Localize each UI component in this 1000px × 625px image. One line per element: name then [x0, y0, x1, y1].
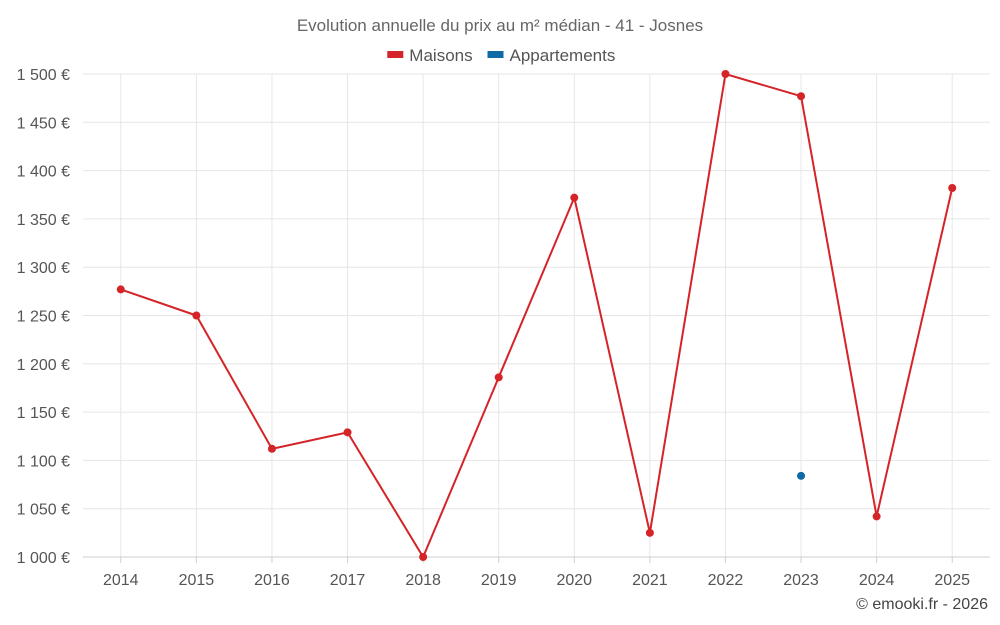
- legend-swatch: [487, 51, 504, 58]
- y-tick-label: 1 200 €: [17, 357, 70, 374]
- x-tick-label: 2016: [254, 572, 290, 589]
- y-tick-label: 1 500 €: [17, 67, 70, 84]
- x-tick-label: 2014: [103, 572, 139, 589]
- credit-text: © emooki.fr - 2026: [856, 596, 988, 613]
- x-tick-label: 2020: [556, 572, 592, 589]
- x-tick-label: 2024: [859, 572, 895, 589]
- y-tick-label: 1 400 €: [17, 164, 70, 181]
- series-layer: [116, 70, 957, 561]
- y-tick-label: 1 150 €: [17, 405, 70, 422]
- x-tick-label: 2025: [934, 572, 970, 589]
- chart-title: Evolution annuelle du prix au m² médian …: [297, 16, 703, 35]
- data-point-maisons[interactable]: [192, 311, 201, 320]
- x-tick-label: 2018: [405, 572, 441, 589]
- data-point-maisons[interactable]: [797, 92, 806, 101]
- x-tick-label: 2015: [179, 572, 215, 589]
- data-point-maisons[interactable]: [494, 373, 503, 382]
- series-line-maisons: [120, 72, 954, 560]
- y-tick-label: 1 450 €: [17, 115, 70, 132]
- data-point-maisons[interactable]: [872, 512, 881, 521]
- data-point-maisons[interactable]: [721, 70, 730, 78]
- legend-swatch: [387, 51, 404, 58]
- y-tick-label: 1 050 €: [17, 502, 70, 519]
- x-axis: 2014 2015 2016 2017 2018 2019 2020 2021 2022 2023…: [83, 556, 990, 589]
- y-tick-label: 1 000 €: [17, 550, 70, 567]
- y-tick-label: 1 300 €: [17, 260, 70, 277]
- y-tick-label: 1 350 €: [17, 212, 70, 229]
- data-point-maisons[interactable]: [116, 285, 125, 294]
- grid: [83, 73, 990, 558]
- data-point-maisons[interactable]: [948, 183, 957, 192]
- y-axis: 1 000 € 1 050 € 1 100 € 1 150 € 1 200 € 1 250…: [17, 67, 70, 567]
- data-point-maisons[interactable]: [645, 528, 654, 537]
- legend-label: Maisons: [409, 46, 472, 65]
- x-tick-label: 2021: [632, 572, 668, 589]
- legend-label: Appartements: [510, 46, 616, 65]
- x-tick-label: 2022: [708, 572, 744, 589]
- y-tick-label: 1 100 €: [17, 453, 70, 470]
- y-tick-label: 1 250 €: [17, 309, 70, 326]
- data-point-maisons[interactable]: [267, 444, 276, 453]
- x-tick-label: 2023: [783, 572, 819, 589]
- data-point-maisons[interactable]: [570, 193, 579, 202]
- data-point-maisons[interactable]: [419, 553, 428, 561]
- legend-item-appartements[interactable]: Appartements: [487, 46, 616, 65]
- x-tick-label: 2017: [330, 572, 366, 589]
- x-tick-label: 2019: [481, 572, 517, 589]
- legend-item-maisons[interactable]: Maisons: [387, 46, 473, 65]
- data-point-appartements[interactable]: [797, 471, 806, 480]
- legend: Maisons Appartements: [387, 46, 615, 65]
- data-point-maisons[interactable]: [343, 428, 352, 437]
